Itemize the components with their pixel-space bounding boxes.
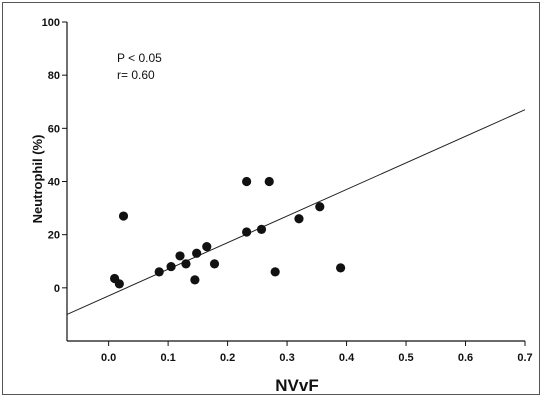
r-value-annotation: r= 0.60 — [117, 68, 155, 82]
data-point — [256, 224, 267, 234]
y-tick-label: 20 — [48, 230, 60, 242]
plot-area: 0 20 40 60 80 100 0.0 0.1 0.2 0.3 0.4 0.5 0.6 0.7 — [42, 17, 533, 364]
data-point — [209, 259, 220, 269]
y-axis-title: Neutrophil (%) — [30, 135, 45, 224]
x-tick-label: 0.5 — [398, 352, 413, 364]
y-tick-label: 60 — [48, 123, 60, 135]
x-tick-label: 0.2 — [220, 352, 235, 364]
data-point — [192, 248, 202, 258]
p-value-annotation: P < 0.05 — [117, 51, 162, 65]
data-point — [242, 176, 252, 187]
x-tick-label: 0.0 — [101, 352, 116, 364]
regression-line — [66, 109, 526, 315]
data-point — [175, 251, 185, 261]
data-point — [202, 242, 212, 252]
y-tick-label: 100 — [42, 17, 60, 29]
x-tick-label: 0.3 — [279, 352, 294, 364]
data-point — [315, 202, 325, 212]
y-tick-label: 40 — [48, 177, 60, 189]
y-tick-label: 80 — [48, 70, 60, 82]
data-point — [118, 211, 129, 221]
chart-frame — [2, 2, 540, 395]
x-axis-title: NVvF — [275, 376, 318, 395]
data-point — [264, 176, 274, 187]
data-point — [154, 267, 164, 277]
data-point — [166, 261, 176, 272]
data-point — [336, 263, 346, 273]
x-tick-label: 0.6 — [458, 352, 473, 364]
y-tick-label: 0 — [54, 283, 60, 295]
data-point — [114, 279, 124, 289]
data-point — [294, 214, 304, 224]
data-point — [270, 267, 280, 277]
data-point — [190, 275, 200, 285]
x-tick-label: 0.4 — [339, 352, 355, 364]
data-point — [181, 259, 191, 269]
data-point — [242, 227, 252, 237]
x-tick-label: 0.1 — [160, 352, 175, 364]
x-tick-label: 0.7 — [517, 352, 532, 364]
